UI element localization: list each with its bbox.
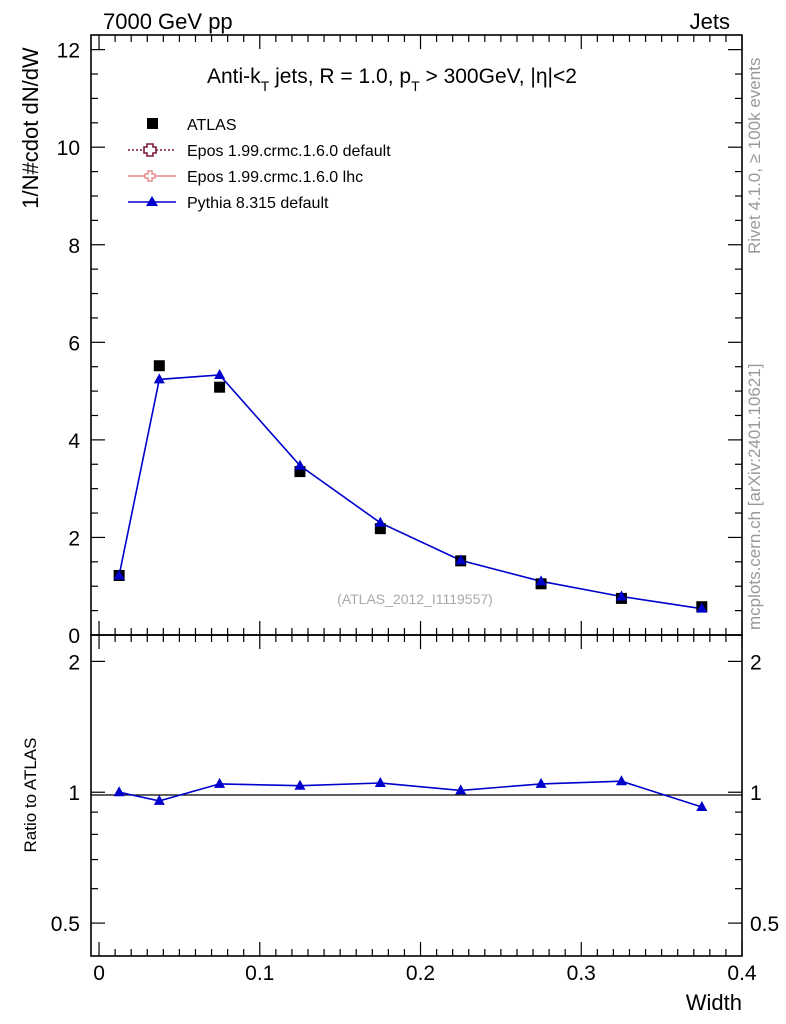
main-y-tick-label: 10 <box>57 137 80 160</box>
main-y-tick-labels: 0 2 4 6 8 10 12 <box>57 40 81 648</box>
ratio-y-tick-label-left: 0.5 <box>51 913 80 936</box>
main-y-tick-label: 8 <box>68 235 80 258</box>
main-y-tick-label: 0 <box>68 625 80 648</box>
legend-marker-epos-lhc <box>144 170 156 182</box>
pythia-point <box>535 575 547 586</box>
pythia-line <box>118 374 702 610</box>
pythia-ratio-point <box>294 779 306 790</box>
pythia-point <box>374 516 386 527</box>
atlas-point <box>374 523 386 535</box>
ratio-y-tick-label-left: 1 <box>68 782 80 805</box>
ratio-axis-ticks <box>91 660 742 924</box>
pythia-ratio-point <box>214 777 226 788</box>
pythia-ratio-line <box>118 780 703 808</box>
x-tick-label: 0.1 <box>245 962 274 985</box>
main-data-layer <box>113 360 708 613</box>
legend-label-epos-lhc: Epos 1.99.crmc.1.6.0 lhc <box>187 169 363 186</box>
analysis-id: (ATLAS_2012_I1119557) <box>337 591 493 607</box>
x-tick-label: 0 <box>93 962 105 985</box>
atlas-point <box>153 360 165 372</box>
pythia-ratio-point <box>455 784 467 795</box>
pythia-point <box>113 569 125 580</box>
ratio-y-tick-label-right: 1 <box>750 782 762 805</box>
main-y-tick-label: 4 <box>68 430 80 453</box>
pythia-ratio-point <box>153 794 165 805</box>
rivet-label: Rivet 4.1.0, ≥ 100k events <box>745 58 764 254</box>
pythia-point <box>153 373 165 384</box>
mcplots-label: mcplots.cern.ch [arXiv:2401.10621] <box>745 364 764 630</box>
header-left: 7000 GeV pp <box>103 9 233 34</box>
pythia-point <box>214 369 226 379</box>
main-y-tick-label: 12 <box>57 40 80 63</box>
plot-title: Anti-kT jets, R = 1.0, pT > 300GeV, |η|<… <box>207 65 577 94</box>
main-axis-ticks <box>91 49 742 636</box>
pythia-point <box>696 602 708 613</box>
legend-marker-atlas <box>147 118 158 129</box>
ratio-y-tick-label-right: 2 <box>750 651 762 674</box>
pythia-point <box>615 590 627 601</box>
x-axis-label: Width <box>686 990 742 1015</box>
legend-label-pythia: Pythia 8.315 default <box>187 195 329 212</box>
legend-marker-pythia <box>146 196 158 206</box>
x-tick-label: 0.2 <box>406 962 435 985</box>
ratio-data-layer <box>113 775 708 811</box>
pythia-point <box>455 554 467 565</box>
pythia-point <box>294 459 306 470</box>
pythia-ratio-point <box>113 786 125 797</box>
ratio-y-tick-labels: 0.5 0.5 1 1 2 2 <box>51 651 779 936</box>
pythia-ratio-point <box>696 800 708 811</box>
header-right: Jets <box>690 9 730 34</box>
x-axis-ticks <box>98 35 743 956</box>
x-tick-labels: 0 0.1 0.2 0.3 0.4 <box>93 962 757 985</box>
ratio-y-tick-label-right: 0.5 <box>750 913 779 936</box>
pythia-ratio-point <box>535 777 547 788</box>
atlas-point <box>214 381 226 393</box>
main-ylabel: 1/N#cdot dN/dW <box>18 47 43 209</box>
atlas-point <box>294 466 306 478</box>
ratio-y-tick-label-left: 2 <box>68 651 80 674</box>
x-tick-label: 0.3 <box>567 962 596 985</box>
x-tick-label: 0.4 <box>727 962 757 985</box>
ratio-ylabel: Ratio to ATLAS <box>21 738 40 853</box>
pythia-ratio-point <box>374 777 386 788</box>
legend-marker-epos-default <box>143 143 157 157</box>
legend: ATLAS Epos 1.99.crmc.1.6.0 default Epos … <box>128 117 391 212</box>
pythia-ratio-point <box>615 775 627 786</box>
main-y-tick-label: 2 <box>68 527 80 550</box>
legend-label-atlas: ATLAS <box>187 117 237 134</box>
main-y-tick-label: 6 <box>68 332 80 355</box>
legend-label-epos-default: Epos 1.99.crmc.1.6.0 default <box>187 143 391 160</box>
